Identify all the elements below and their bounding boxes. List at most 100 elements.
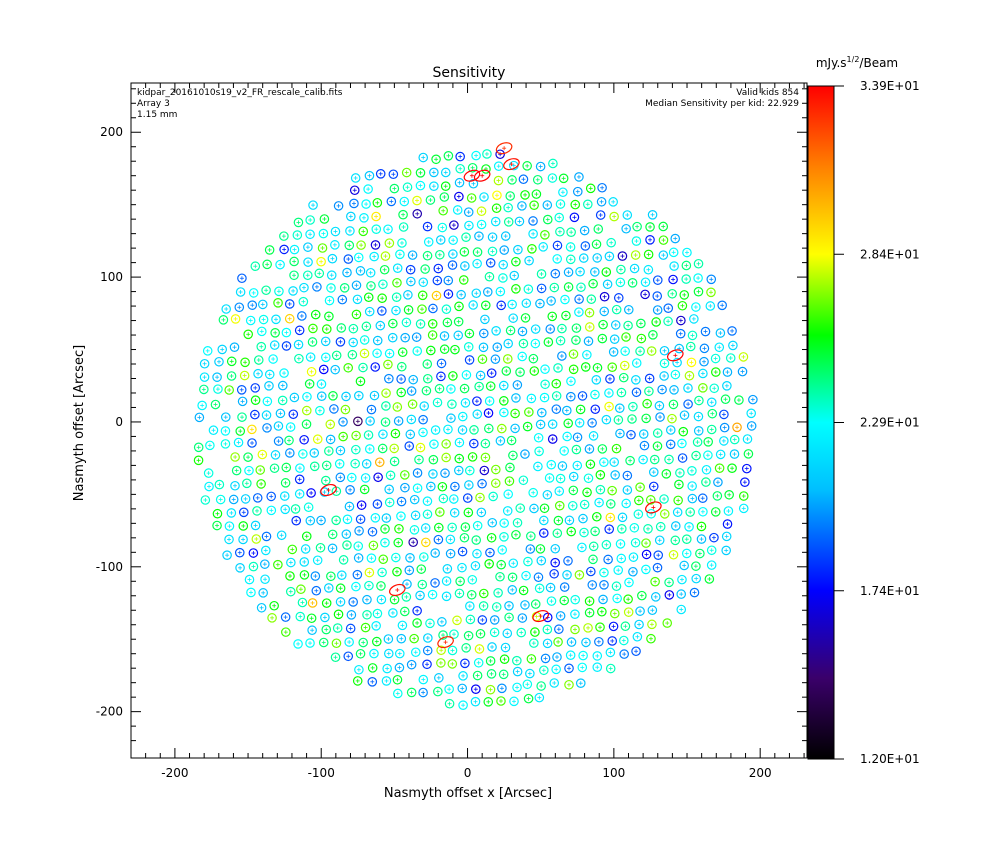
kid-marker (302, 420, 310, 428)
kid-marker (248, 425, 256, 433)
kid-marker (285, 315, 293, 323)
kid-marker (665, 455, 673, 463)
kid-marker (455, 454, 463, 462)
kid-marker (631, 539, 639, 547)
kid-marker (418, 305, 426, 313)
kid-marker (508, 300, 516, 308)
kid-marker (198, 401, 206, 409)
info-wavelength: 1.15 mm (137, 110, 177, 120)
kid-marker (360, 485, 368, 493)
kid-marker (683, 535, 691, 543)
kid-marker (550, 570, 558, 578)
kid-marker (559, 174, 567, 182)
kid-marker (562, 311, 570, 319)
kid-marker (467, 194, 475, 202)
kid-marker (204, 469, 212, 477)
kid-marker (211, 400, 219, 408)
kid-marker (477, 508, 485, 516)
kid-marker (572, 324, 580, 332)
kid-marker (401, 607, 409, 615)
kid-marker (351, 459, 359, 467)
kid-marker (450, 495, 458, 503)
kid-marker (556, 474, 564, 482)
kid-marker (328, 271, 336, 279)
kid-marker (342, 530, 350, 538)
kid-marker (351, 186, 359, 194)
kid-marker (255, 356, 263, 364)
kid-marker (385, 239, 393, 247)
kid-marker (434, 535, 442, 543)
kid-marker (360, 336, 368, 344)
kid-marker (490, 628, 498, 636)
kid-marker (295, 354, 303, 362)
kid-marker (274, 437, 282, 445)
kid-marker (238, 274, 246, 282)
kid-marker (547, 297, 555, 305)
kid-marker (735, 396, 743, 404)
kid-marker (498, 546, 506, 554)
kid-marker (290, 257, 298, 265)
kid-marker (618, 252, 626, 260)
kid-marker (455, 302, 463, 310)
kid-marker (295, 475, 303, 483)
kid-marker (437, 372, 445, 380)
kid-marker (333, 624, 341, 632)
kid-marker (556, 200, 564, 208)
kid-marker (440, 332, 448, 340)
kid-marker (312, 310, 320, 318)
kid-marker (585, 609, 593, 617)
kid-marker (448, 261, 456, 269)
kid-marker (618, 525, 626, 533)
kid-marker (645, 387, 653, 395)
kid-marker (586, 323, 594, 331)
kid-marker (488, 643, 496, 651)
kid-marker (679, 427, 687, 435)
kid-marker (390, 595, 398, 603)
kid-marker (331, 227, 339, 235)
kid-marker (600, 292, 608, 300)
kid-marker (398, 239, 406, 247)
kid-marker (596, 623, 604, 631)
kid-marker (523, 422, 531, 430)
kid-marker (685, 372, 693, 380)
kid-marker (465, 356, 473, 364)
kid-marker (286, 449, 294, 457)
kid-marker (642, 550, 650, 558)
kid-marker (459, 412, 467, 420)
kid-marker (580, 254, 588, 262)
kid-marker (245, 575, 253, 583)
kid-marker (356, 515, 364, 523)
kid-marker (194, 456, 202, 464)
kid-marker (403, 580, 411, 588)
kid-marker (573, 461, 581, 469)
kid-marker (624, 321, 632, 329)
kid-marker (596, 211, 604, 219)
kid-marker (363, 596, 371, 604)
kid-marker (300, 436, 308, 444)
kid-marker (425, 238, 433, 246)
kid-marker (511, 409, 519, 417)
kid-marker (249, 289, 257, 297)
kid-marker (476, 630, 484, 638)
kid-marker (374, 336, 382, 344)
kid-marker (627, 431, 635, 439)
kid-marker (271, 341, 279, 349)
kid-marker (347, 611, 355, 619)
y-tick-label: 200 (100, 125, 123, 139)
kid-marker (517, 628, 525, 636)
kid-marker (585, 445, 593, 453)
kid-marker (438, 223, 446, 231)
kid-marker (720, 437, 728, 445)
kid-marker (575, 571, 583, 579)
kid-marker (320, 638, 328, 646)
kid-marker (567, 392, 575, 400)
kid-marker (509, 559, 517, 567)
kid-marker (244, 453, 252, 461)
kid-marker (493, 191, 501, 199)
kid-marker (304, 271, 312, 279)
kid-marker (729, 341, 737, 349)
kid-marker (513, 656, 521, 664)
y-tick-label: -100 (96, 560, 123, 574)
kid-marker (473, 550, 481, 558)
